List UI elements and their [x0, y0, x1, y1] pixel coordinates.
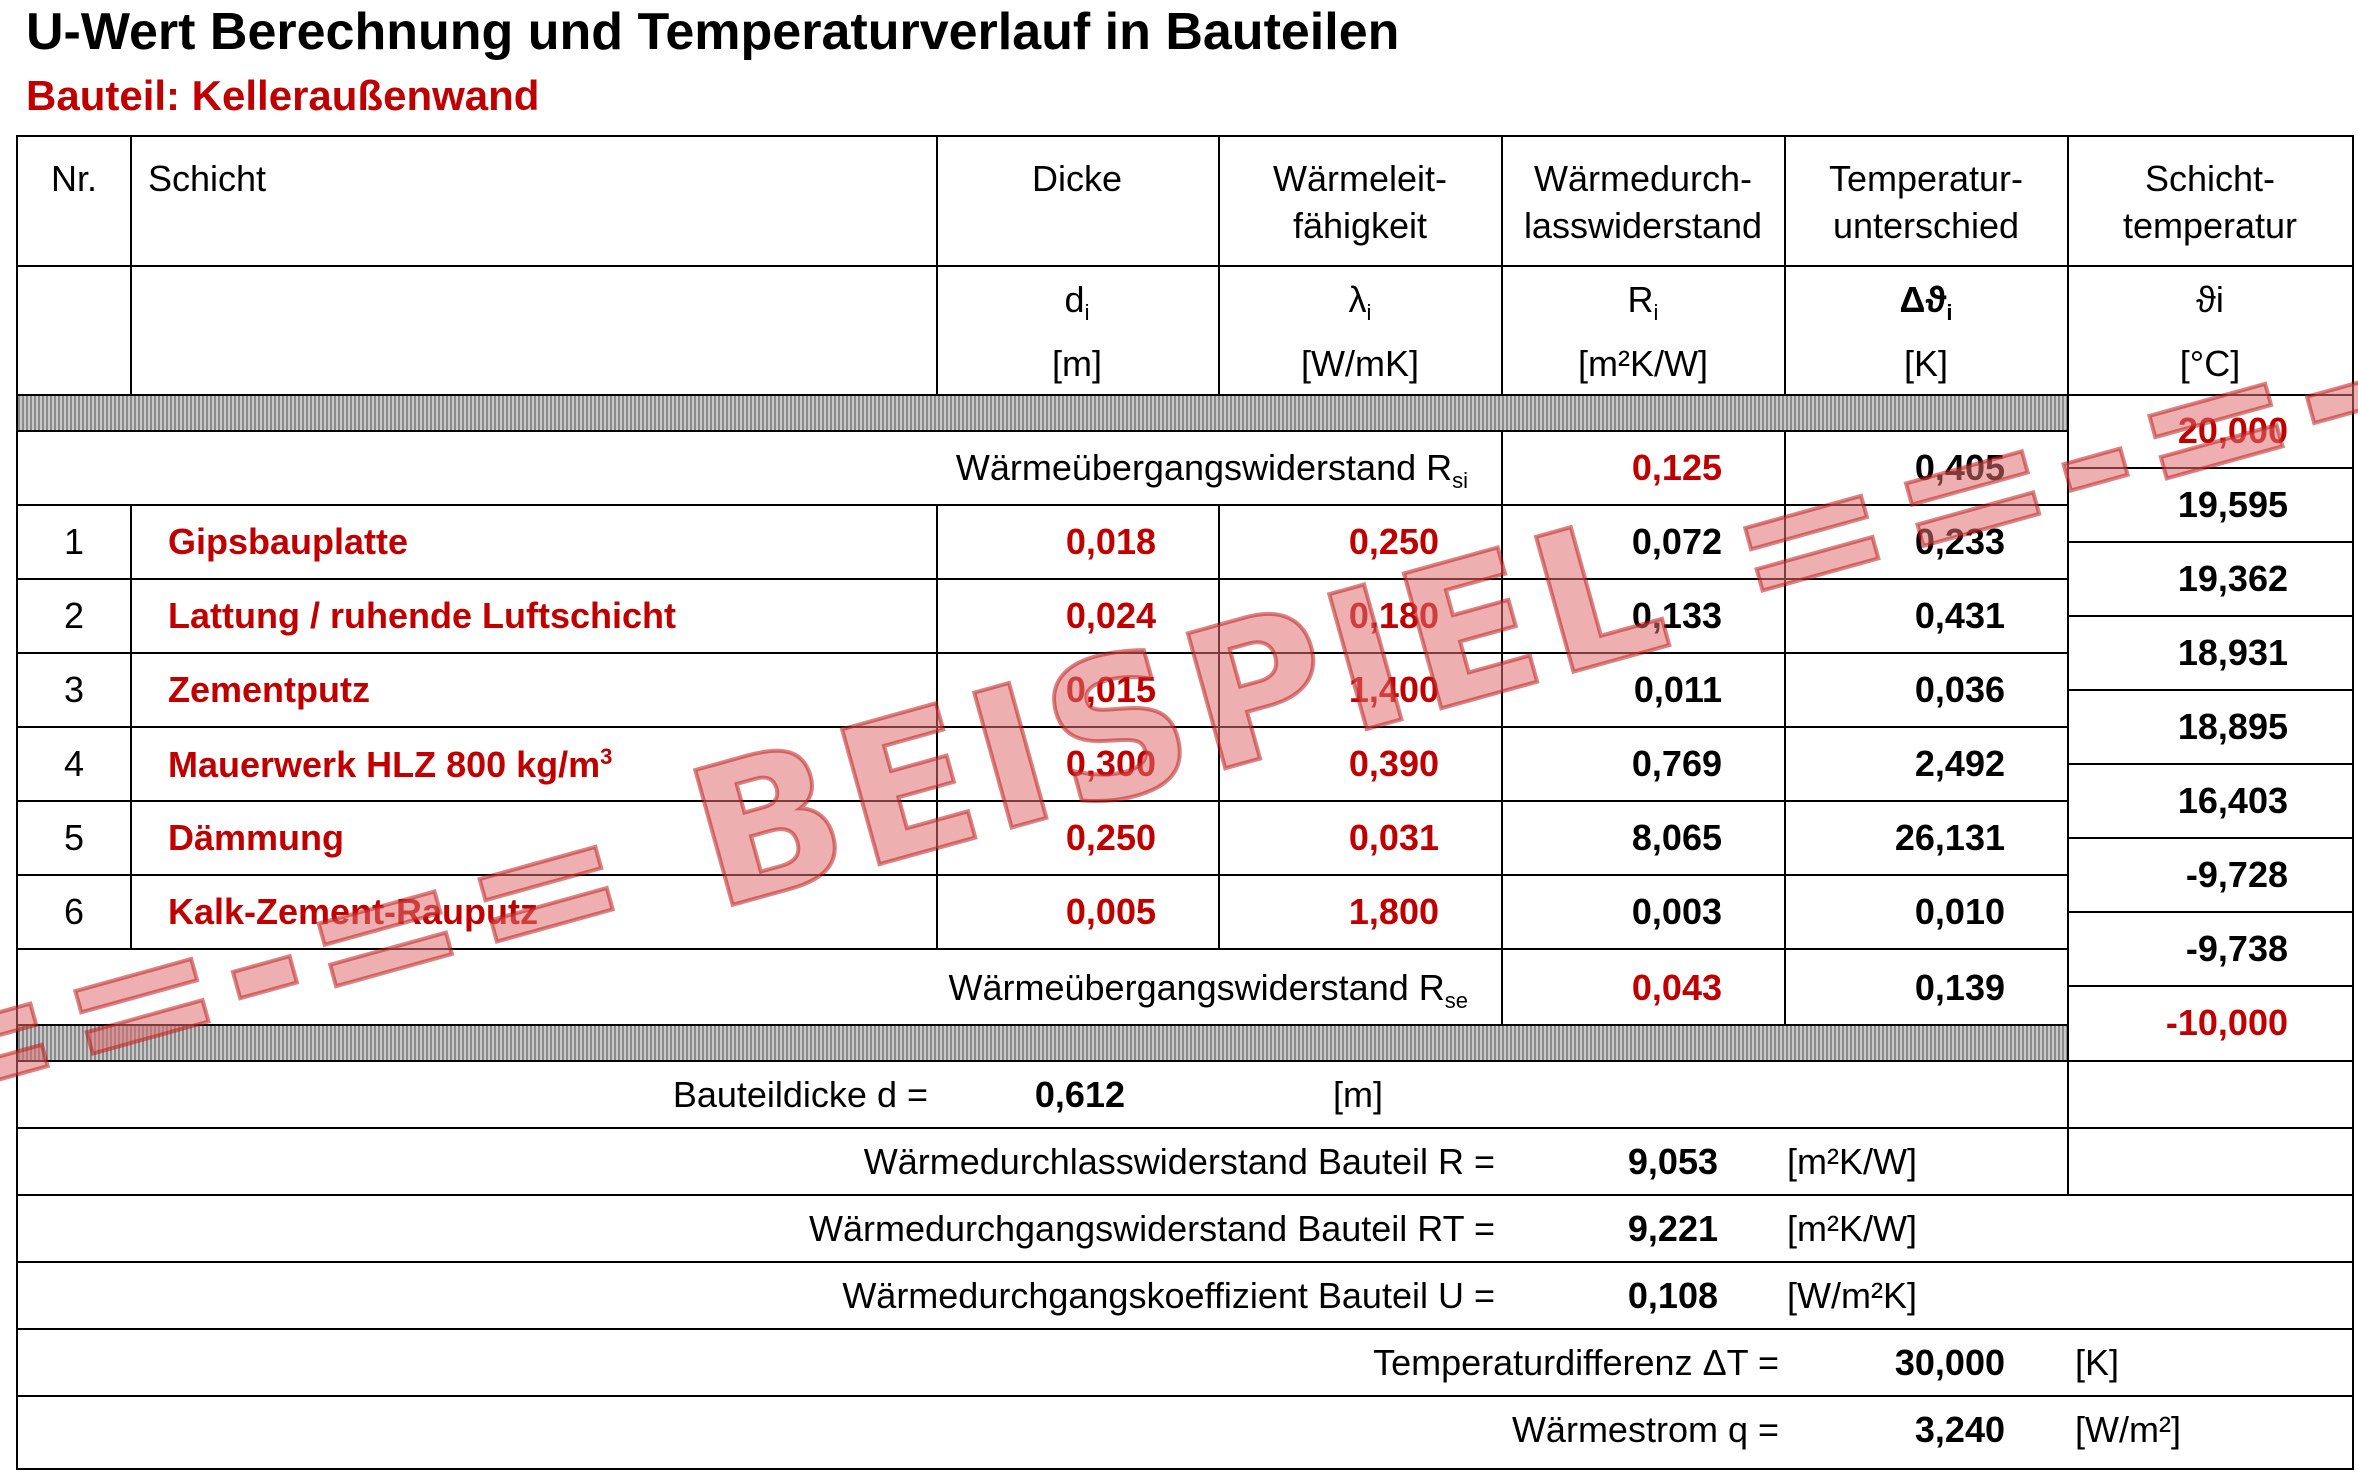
layer-resistance: 0,072 — [1631, 521, 1722, 562]
rse-r-value: 0,043 — [1631, 967, 1722, 1008]
summary-r-label: Wärmedurchlasswiderstand Bauteil R = — [863, 1141, 1495, 1182]
summary-heat-flux-label: Wärmestrom q = — [1511, 1409, 1779, 1450]
layer-name: Kalk-Zement-Rauputz — [168, 891, 539, 932]
layer-nr: 4 — [63, 743, 85, 784]
layer-nr: 3 — [63, 669, 85, 710]
summary-delta-t-value: 30,000 — [1894, 1342, 2005, 1383]
temperature-inside: 20,000 — [2177, 410, 2288, 451]
layer-name: Zementputz — [168, 669, 370, 710]
summary-r-unit: [m²K/W] — [1787, 1141, 1917, 1182]
layer-thickness: 0,250 — [1065, 817, 1156, 858]
col-header-dicke: Dicke — [1031, 158, 1123, 199]
summary-rt-unit: [m²K/W] — [1787, 1208, 1917, 1249]
rse-dt-value: 0,139 — [1914, 967, 2005, 1008]
symbol-d: di — [1064, 279, 1090, 326]
summary-delta-t-unit: [K] — [2075, 1342, 2120, 1383]
layer-temp-diff: 0,431 — [1914, 595, 2005, 636]
layer-nr: 6 — [63, 891, 85, 932]
col-header-schichttemperatur: Schicht-temperatur — [2122, 158, 2298, 246]
col-header-nr: Nr. — [50, 158, 98, 199]
summary-thickness-unit: [m] — [1333, 1074, 1383, 1115]
interface-temperature: -9,738 — [2185, 928, 2288, 969]
symbol-lambda: λi — [1348, 279, 1372, 326]
layer-temp-diff: 2,492 — [1914, 743, 2005, 784]
symbol-theta: ϑi — [2196, 279, 2224, 320]
summary-heat-flux-unit: [W/m²] — [2075, 1409, 2181, 1450]
summary-delta-t-label: Temperaturdifferenz ΔT = — [1373, 1342, 1779, 1383]
layer-thickness: 0,300 — [1065, 743, 1156, 784]
summary-rt-label: Wärmedurchgangswiderstand Bauteil RT = — [808, 1208, 1495, 1249]
col-header-waermeleitfaehigkeit: Wärmeleit-fähigkeit — [1272, 158, 1448, 246]
component-subtitle: Bauteil: Kelleraußenwand — [26, 72, 540, 119]
layer-temp-diff: 0,010 — [1914, 891, 2005, 932]
layer-thickness: 0,005 — [1065, 891, 1156, 932]
summary-u-unit: [W/m²K] — [1787, 1275, 1917, 1316]
page-title: U-Wert Berechnung und Temperaturverlauf … — [26, 3, 1400, 61]
summary-rt-value: 9,221 — [1627, 1208, 1718, 1249]
layer-nr: 5 — [63, 817, 85, 858]
unit-d: [m] — [1052, 343, 1102, 384]
rsi-r-value: 0,125 — [1631, 447, 1722, 488]
rse-label: Wärmeübergangswiderstand Rse — [948, 967, 1468, 1014]
col-header-schicht: Schicht — [148, 158, 267, 199]
layer-conductivity: 0,390 — [1348, 743, 1439, 784]
layer-name: Gipsbauplatte — [168, 521, 409, 562]
summary-thickness-value: 0,612 — [1034, 1074, 1125, 1115]
layer-resistance: 0,011 — [1633, 669, 1722, 710]
layer-thickness: 0,018 — [1065, 521, 1156, 562]
layer-thickness: 0,015 — [1065, 669, 1156, 710]
layer-thickness: 0,024 — [1065, 595, 1156, 636]
layer-resistance: 8,065 — [1631, 817, 1722, 858]
summary-heat-flux-value: 3,240 — [1914, 1409, 2005, 1450]
rsi-dt-value: 0,405 — [1914, 447, 2005, 488]
interface-temperature: 19,595 — [2177, 484, 2288, 525]
interface-temperature: -9,728 — [2185, 854, 2288, 895]
layer-nr: 2 — [63, 595, 85, 636]
unit-r: [m²K/W] — [1578, 343, 1708, 384]
interface-temperature: 18,895 — [2177, 706, 2288, 747]
layer-temp-diff: 0,036 — [1914, 669, 2005, 710]
rsi-label: Wärmeübergangswiderstand Rsi — [955, 447, 1468, 494]
interface-temperature: 16,403 — [2177, 780, 2288, 821]
hatch-bar-top — [18, 395, 2068, 430]
summary-u-label: Wärmedurchgangskoeffizient Bauteil U = — [842, 1275, 1495, 1316]
layer-resistance: 0,769 — [1631, 743, 1722, 784]
layer-conductivity: 1,800 — [1348, 891, 1439, 932]
unit-delta-theta: [K] — [1903, 343, 1949, 384]
layer-conductivity: 0,180 — [1348, 595, 1439, 636]
summary-r-value: 9,053 — [1627, 1141, 1718, 1182]
symbol-delta-theta: Δϑi — [1899, 279, 1953, 326]
summary-u-value: 0,108 — [1627, 1275, 1718, 1316]
temperature-outside: -10,000 — [2165, 1002, 2288, 1043]
interface-temperature: 18,931 — [2177, 632, 2288, 673]
layer-conductivity: 0,250 — [1348, 521, 1439, 562]
col-header-waermedurchlasswiderstand: Wärmedurch-lasswiderstand — [1523, 158, 1763, 246]
col-header-temperaturunterschied: Temperatur-unterschied — [1828, 158, 2024, 246]
layer-temp-diff: 26,131 — [1894, 817, 2005, 858]
unit-lambda: [W/mK] — [1301, 343, 1419, 384]
layer-conductivity: 0,031 — [1348, 817, 1439, 858]
layer-conductivity: 1,400 — [1348, 669, 1439, 710]
layer-resistance: 0,133 — [1631, 595, 1722, 636]
hatch-bar-bottom — [18, 1025, 2068, 1060]
unit-theta: [°C] — [2179, 343, 2241, 384]
summary-thickness-label: Bauteildicke d = — [672, 1074, 928, 1115]
layer-name: Lattung / ruhende Luftschicht — [168, 595, 676, 636]
symbol-r: Ri — [1627, 279, 1659, 326]
layer-temp-diff: 0,233 — [1914, 521, 2005, 562]
layer-resistance: 0,003 — [1631, 891, 1722, 932]
layer-name: Dämmung — [168, 817, 345, 858]
interface-temperature: 19,362 — [2177, 558, 2288, 599]
layer-name: Mauerwerk HLZ 800 kg/m3 — [168, 744, 613, 785]
layer-nr: 1 — [63, 521, 85, 562]
